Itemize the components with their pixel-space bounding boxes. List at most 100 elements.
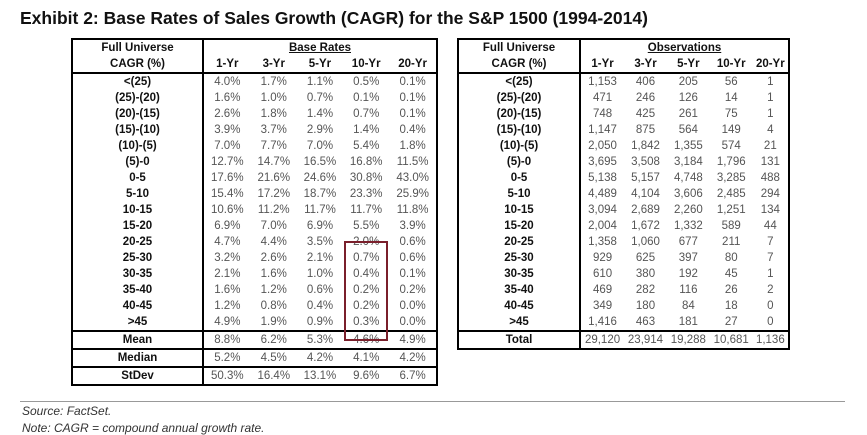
cell-value: 0.4% (306, 300, 334, 312)
table-row: <(25) 1,153 406 205 56 1 (458, 73, 789, 90)
observations-table: Full Universe Observations CAGR (%) 1-Yr 3-Y… (457, 38, 790, 350)
cell-value: 3.7% (260, 124, 287, 136)
cell-value: 1,796 (716, 156, 746, 168)
cell-value: 4,104 (631, 188, 660, 200)
column-header: 20-Yr (389, 56, 437, 74)
highlight-box-10yr (344, 241, 388, 341)
cell-value: 748 (592, 108, 613, 120)
cell-value: 1,672 (631, 220, 660, 232)
cell-value: 2 (767, 284, 774, 296)
cell-value: 0.7% (353, 108, 380, 120)
row-label: (20)-(15) (72, 106, 204, 122)
row-label: (5)-0 (72, 154, 204, 170)
cell-value: 0.7% (353, 252, 380, 264)
table-row: (5)-0 12.7% 14.7% 16.5% 16.8% 11.5% (72, 154, 437, 170)
cell-value: 1.6% (214, 284, 241, 296)
cell-value: 4.2% (296, 348, 344, 367)
cell-value: 0.0% (399, 300, 426, 312)
cell-value: 11.8% (396, 204, 429, 216)
cell-value: 84 (681, 300, 695, 312)
divider (20, 401, 845, 402)
cell-value: 1,842 (631, 140, 660, 152)
cell-value: 80 (724, 252, 738, 264)
group-header: Base Rates (203, 39, 437, 56)
summary-row: Median 5.2% 4.5% 4.2% 4.1% 4.2% (72, 348, 437, 367)
row-label: 10-15 (458, 202, 581, 218)
row-label: (20)-(15) (458, 106, 581, 122)
cell-value: 5.3% (296, 330, 344, 349)
cell-value: 1.2% (214, 300, 241, 312)
table-row: (25)-(20) 1.6% 1.0% 0.7% 0.1% 0.1% (72, 90, 437, 106)
cell-value: 349 (592, 300, 613, 312)
row-label: StDev (72, 366, 204, 385)
table-row: 10-15 3,094 2,689 2,260 1,251 134 (458, 202, 789, 218)
row-label: (25)-(20) (72, 90, 204, 106)
table-row: (15)-(10) 3.9% 3.7% 2.9% 1.4% 0.4% (72, 122, 437, 138)
cell-value: 0.4% (399, 124, 426, 136)
cell-value: 3,695 (588, 156, 617, 168)
cell-value: 574 (721, 140, 741, 152)
row-label: >45 (458, 314, 581, 331)
table-row: (10)-(5) 7.0% 7.7% 7.0% 5.4% 1.8% (72, 138, 437, 154)
summary-row: Mean 8.8% 6.2% 5.3% 4.6% 4.9% (72, 330, 437, 349)
cell-value: 0.1% (399, 76, 426, 88)
cell-value: 294 (760, 188, 780, 200)
cell-value: 181 (678, 316, 698, 328)
cell-value: 11.7% (350, 204, 383, 216)
cell-value: 0.1% (399, 92, 426, 104)
column-header-row: CAGR (%) 1-Yr 3-Yr 5-Yr 10-Yr 20-Yr (72, 56, 437, 74)
summary-row: StDev 50.3% 16.4% 13.1% 9.6% 6.7% (72, 366, 437, 385)
cell-value: 2.6% (260, 252, 287, 264)
cell-value: 205 (678, 76, 698, 88)
cell-value: 5,138 (588, 172, 617, 184)
cell-value: 3.9% (399, 220, 426, 232)
cell-value: 4 (767, 124, 774, 136)
row-label: Mean (72, 330, 204, 349)
cell-value: 75 (724, 108, 738, 120)
cell-value: 5,157 (631, 172, 660, 184)
cell-value: 0.1% (399, 108, 426, 120)
row-label: (15)-(10) (458, 122, 581, 138)
cell-value: 0 (767, 300, 774, 312)
table-row: (5)-0 3,695 3,508 3,184 1,796 131 (458, 154, 789, 170)
row-label: <(25) (72, 73, 204, 90)
row-label: Total (458, 330, 581, 349)
table-row: (20)-(15) 748 425 261 75 1 (458, 106, 789, 122)
table-row: 30-35 610 380 192 45 1 (458, 266, 789, 282)
cell-value: 4,489 (588, 188, 617, 200)
table-row: 0-5 5,138 5,157 4,748 3,285 488 (458, 170, 789, 186)
cell-value: 261 (678, 108, 698, 120)
summary-row: Total 29,120 23,914 19,288 10,681 1,136 (458, 330, 789, 349)
cell-value: 471 (592, 92, 613, 104)
column-header: 5-Yr (666, 56, 710, 74)
cell-value: 1,060 (631, 236, 660, 248)
cell-value: 17.2% (257, 188, 291, 200)
cell-value: 0.4% (353, 268, 380, 280)
cell-value: 6.9% (214, 220, 241, 232)
row-label: (5)-0 (458, 154, 581, 170)
cell-value: 1.1% (306, 76, 334, 88)
table-row: (15)-(10) 1,147 875 564 149 4 (458, 122, 789, 138)
column-header: 5-Yr (296, 56, 344, 74)
cell-value: 4.1% (343, 348, 390, 367)
cell-value: 14.7% (257, 156, 291, 168)
cell-value: 8.8% (203, 330, 251, 349)
cell-value: 282 (635, 284, 656, 296)
cell-value: 1.8% (399, 140, 426, 152)
cell-value: 0.0% (399, 316, 426, 328)
row-label: (15)-(10) (72, 122, 204, 138)
cell-value: 44 (763, 220, 777, 232)
column-header: 10-Yr (709, 56, 753, 74)
cell-value: 1.4% (353, 124, 380, 136)
cell-value: 131 (760, 156, 780, 168)
cell-value: 0.2% (353, 300, 380, 312)
cell-value: 1,358 (588, 236, 617, 248)
cell-value: 677 (678, 236, 698, 248)
cell-value: 10.6% (211, 204, 244, 216)
group-header-row: Full Universe Observations (458, 39, 789, 56)
cell-value: 0.6% (399, 236, 426, 248)
cell-value: 564 (678, 124, 698, 136)
cell-value: 380 (635, 268, 656, 280)
cell-value: 1,251 (716, 204, 746, 216)
cell-value: 192 (678, 268, 698, 280)
